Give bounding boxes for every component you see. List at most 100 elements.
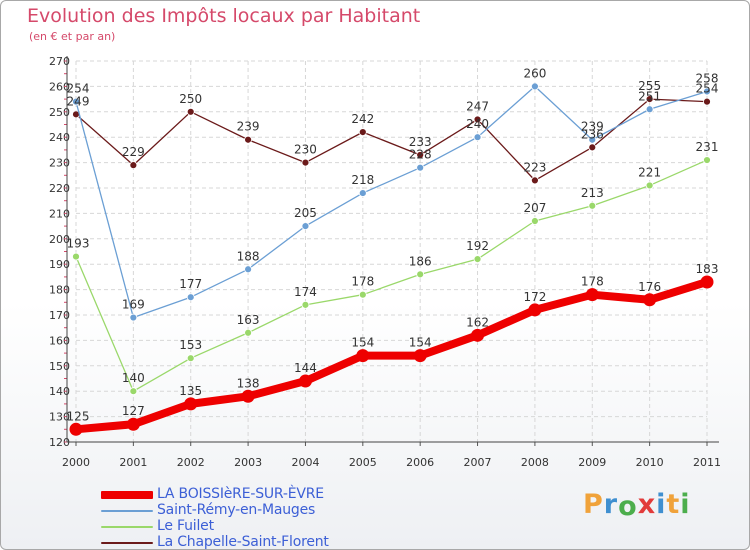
data-label: 153 xyxy=(179,338,202,352)
data-label: 154 xyxy=(409,336,432,350)
data-point xyxy=(416,163,425,172)
data-point xyxy=(358,128,367,137)
data-label: 127 xyxy=(122,404,145,418)
data-label: 186 xyxy=(409,254,432,268)
data-label: 230 xyxy=(294,143,317,157)
data-point xyxy=(643,293,657,307)
data-label: 188 xyxy=(237,249,260,263)
logo-letter: i xyxy=(680,489,691,520)
data-point xyxy=(588,135,597,144)
data-label: 254 xyxy=(696,82,719,96)
series-line xyxy=(72,277,711,434)
y-tick-label: 190 xyxy=(49,258,70,271)
data-label: 163 xyxy=(237,313,260,327)
data-label: 229 xyxy=(122,145,145,159)
data-label: 218 xyxy=(351,173,374,187)
data-point xyxy=(72,252,80,261)
data-point xyxy=(72,97,80,106)
data-point xyxy=(473,133,482,142)
series-0 xyxy=(69,275,714,436)
legend-item: Saint-Rémy-en-Mauges xyxy=(101,502,421,518)
data-label: 254 xyxy=(67,82,90,96)
data-label: 207 xyxy=(523,201,546,215)
data-label: 135 xyxy=(179,384,202,398)
y-tick-label: 210 xyxy=(49,207,70,220)
data-point xyxy=(244,265,252,274)
logo-letter: P xyxy=(583,489,604,520)
y-tick-label: 240 xyxy=(49,131,70,144)
data-label: 231 xyxy=(696,140,719,154)
y-tick-label: 250 xyxy=(49,106,70,119)
data-label: 240 xyxy=(466,117,489,131)
x-tick-label: 2007 xyxy=(464,456,492,469)
data-point xyxy=(700,275,714,289)
data-label: 239 xyxy=(237,120,260,134)
data-point xyxy=(585,288,599,302)
legend-label: La Chapelle-Saint-Florent xyxy=(157,534,329,550)
data-point xyxy=(186,107,195,116)
data-label: 154 xyxy=(351,336,374,350)
data-point xyxy=(531,176,539,185)
chart-subtitle: (en € et par an) xyxy=(29,30,116,43)
series-3 xyxy=(72,95,711,185)
x-tick-label: 2010 xyxy=(636,456,664,469)
data-point xyxy=(645,95,654,103)
data-label: 140 xyxy=(122,371,145,385)
proxiti-logo: Proxiti xyxy=(583,489,691,522)
data-point xyxy=(126,417,140,431)
y-tick-label: 170 xyxy=(49,309,70,322)
x-tick-label: 2004 xyxy=(291,456,319,469)
data-label: 178 xyxy=(581,275,604,289)
chart-title: Evolution des Impôts locaux par Habitant xyxy=(27,5,421,27)
x-tick-label: 2001 xyxy=(119,456,147,469)
data-labels: 125 127 135 138 144 154 154 162 172 178 176 183 254 1… xyxy=(67,66,719,423)
data-label: 260 xyxy=(523,66,546,80)
data-point xyxy=(588,201,597,210)
data-label: 223 xyxy=(523,160,546,174)
legend-item: La Chapelle-Saint-Florent xyxy=(101,534,421,550)
legend-item: Le Fuilet xyxy=(101,518,421,534)
data-point xyxy=(588,143,597,152)
data-label: 172 xyxy=(523,290,546,304)
data-point xyxy=(703,97,711,106)
data-point xyxy=(241,389,255,403)
data-label: 213 xyxy=(581,186,604,200)
y-tick-label: 140 xyxy=(49,385,70,398)
series-line xyxy=(75,98,708,182)
data-label: 228 xyxy=(409,148,432,162)
data-point xyxy=(186,293,195,302)
data-label: 221 xyxy=(638,165,661,179)
series-1 xyxy=(72,82,711,322)
legend-label: Le Fuilet xyxy=(157,518,214,534)
data-point xyxy=(413,349,427,363)
data-point xyxy=(301,222,310,231)
data-label: 247 xyxy=(466,99,489,113)
data-label: 193 xyxy=(67,237,90,251)
data-label: 251 xyxy=(638,89,661,103)
y-tick-label: 120 xyxy=(49,436,70,449)
logo-letter: i xyxy=(656,489,667,520)
x-tick-label: 2009 xyxy=(578,456,606,469)
data-point xyxy=(358,189,367,197)
series-line xyxy=(75,159,708,392)
data-label: 205 xyxy=(294,206,317,220)
data-label: 250 xyxy=(179,92,202,106)
logo-letter: t xyxy=(666,489,681,520)
x-tick-label: 2000 xyxy=(62,456,90,469)
y-tick-label: 180 xyxy=(49,284,70,297)
data-label: 144 xyxy=(294,361,317,375)
legend-swatch xyxy=(101,491,153,499)
data-point xyxy=(244,135,252,144)
data-point xyxy=(645,181,654,190)
data-point xyxy=(301,158,310,167)
data-point xyxy=(301,300,310,309)
logo-letter: r xyxy=(603,489,619,520)
data-label: 192 xyxy=(466,239,489,253)
data-point xyxy=(129,387,138,396)
data-point xyxy=(416,270,425,279)
legend-swatch xyxy=(101,510,153,512)
data-label: 177 xyxy=(179,277,202,291)
legend-label: LA BOISSIèRE-SUR-ÈVRE xyxy=(157,486,324,502)
legend-swatch xyxy=(101,526,153,528)
